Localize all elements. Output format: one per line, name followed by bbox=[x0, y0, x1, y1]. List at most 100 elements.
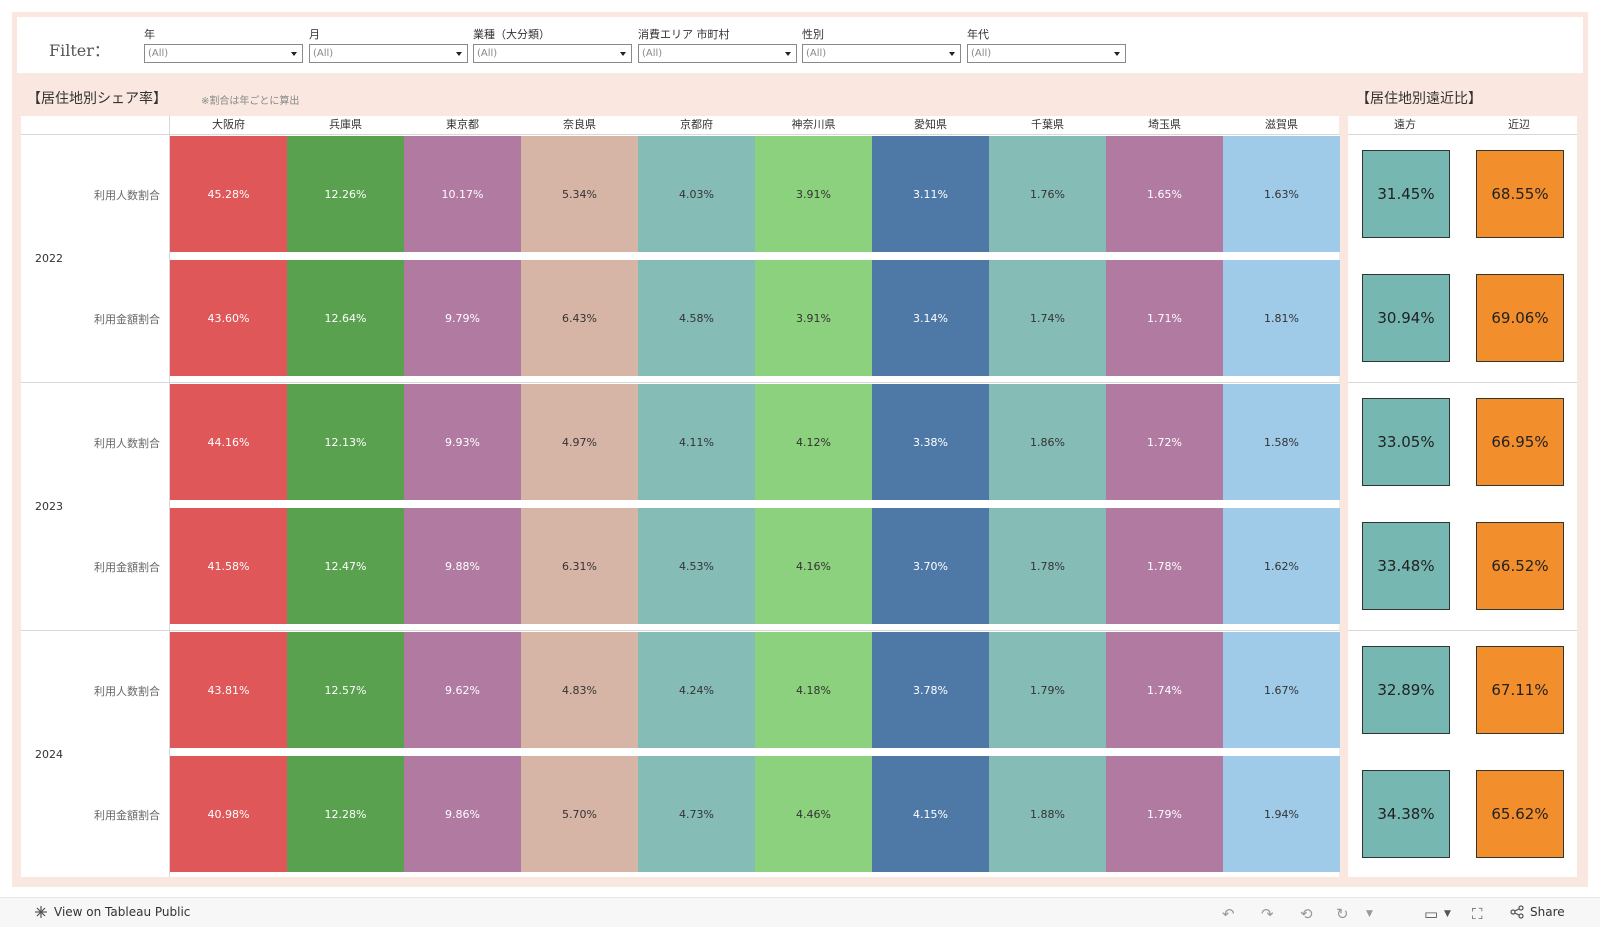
heatmap-cell[interactable]: 41.58% bbox=[170, 508, 287, 624]
undo-icon[interactable]: ↶ bbox=[1222, 905, 1235, 923]
heatmap-cell[interactable]: 9.88% bbox=[404, 508, 521, 624]
filter-month-value: (All) bbox=[313, 48, 334, 59]
view-on-tableau-public-link[interactable]: View on Tableau Public bbox=[34, 905, 190, 919]
proximity-cell[interactable]: 68.55% bbox=[1476, 150, 1564, 238]
revert-icon[interactable]: ⟲ bbox=[1300, 905, 1313, 923]
heatmap-cell[interactable]: 1.81% bbox=[1223, 260, 1340, 376]
heatmap-cell[interactable]: 3.78% bbox=[872, 632, 989, 748]
proximity-cell[interactable]: 66.52% bbox=[1476, 522, 1564, 610]
heatmap-cell[interactable]: 1.58% bbox=[1223, 384, 1340, 500]
filter-age-dropdown[interactable]: (All) bbox=[967, 44, 1126, 63]
heatmap-cell[interactable]: 44.16% bbox=[170, 384, 287, 500]
heatmap-cell[interactable]: 4.58% bbox=[638, 260, 755, 376]
heatmap-cell[interactable]: 1.94% bbox=[1223, 756, 1340, 872]
heatmap-cell[interactable]: 1.78% bbox=[1106, 508, 1223, 624]
heatmap-cell[interactable]: 4.73% bbox=[638, 756, 755, 872]
heatmap-cell[interactable]: 1.88% bbox=[989, 756, 1106, 872]
heatmap-cell[interactable]: 1.78% bbox=[989, 508, 1106, 624]
filter-industry-dropdown[interactable]: (All) bbox=[473, 44, 632, 63]
heatmap-cell[interactable]: 6.31% bbox=[521, 508, 638, 624]
heatmap-cell[interactable]: 1.74% bbox=[989, 260, 1106, 376]
heatmap-cell[interactable]: 43.60% bbox=[170, 260, 287, 376]
heatmap-cell[interactable]: 4.53% bbox=[638, 508, 755, 624]
heatmap-cell[interactable]: 12.64% bbox=[287, 260, 404, 376]
column-header: 京都府 bbox=[680, 118, 713, 131]
heatmap-cell[interactable]: 12.13% bbox=[287, 384, 404, 500]
heatmap-cell[interactable]: 43.81% bbox=[170, 632, 287, 748]
heatmap-cell[interactable]: 4.11% bbox=[638, 384, 755, 500]
proximity-cell[interactable]: 33.48% bbox=[1362, 522, 1450, 610]
proximity-cell[interactable]: 65.62% bbox=[1476, 770, 1564, 858]
filter-area-dropdown[interactable]: (All) bbox=[638, 44, 797, 63]
heatmap-cell[interactable]: 5.70% bbox=[521, 756, 638, 872]
heatmap-cell[interactable]: 4.83% bbox=[521, 632, 638, 748]
heatmap-cell[interactable]: 1.76% bbox=[989, 136, 1106, 252]
heatmap-cell[interactable]: 1.71% bbox=[1106, 260, 1223, 376]
filter-title: Filter： bbox=[49, 41, 110, 60]
heatmap-cell[interactable]: 9.86% bbox=[404, 756, 521, 872]
heatmap-cell[interactable]: 9.62% bbox=[404, 632, 521, 748]
filter-month-dropdown[interactable]: (All) bbox=[309, 44, 468, 63]
heatmap-cell[interactable]: 10.17% bbox=[404, 136, 521, 252]
proximity-cell[interactable]: 34.38% bbox=[1362, 770, 1450, 858]
heatmap-cell[interactable]: 3.14% bbox=[872, 260, 989, 376]
heatmap-cell[interactable]: 1.63% bbox=[1223, 136, 1340, 252]
refresh-icon[interactable]: ↻ bbox=[1336, 905, 1349, 923]
filter-year-dropdown[interactable]: (All) bbox=[144, 44, 303, 63]
filter-industry-value: (All) bbox=[477, 48, 498, 59]
header-divider bbox=[21, 134, 1339, 135]
chevron-down-icon[interactable]: ▼ bbox=[1366, 909, 1373, 919]
heatmap-cell[interactable]: 12.47% bbox=[287, 508, 404, 624]
heatmap-cell[interactable]: 5.34% bbox=[521, 136, 638, 252]
heatmap-cell[interactable]: 1.79% bbox=[1106, 756, 1223, 872]
fullscreen-icon[interactable]: ⛶ bbox=[1472, 905, 1483, 923]
heatmap-cell[interactable]: 9.79% bbox=[404, 260, 521, 376]
heatmap-cell[interactable]: 4.24% bbox=[638, 632, 755, 748]
heatmap-cell[interactable]: 9.93% bbox=[404, 384, 521, 500]
filter-month: 月 (All) bbox=[309, 28, 468, 63]
heatmap-cell[interactable]: 4.46% bbox=[755, 756, 872, 872]
filter-industry: 業種（大分類） (All) bbox=[473, 28, 632, 63]
filter-area: 消費エリア 市町村 (All) bbox=[638, 28, 797, 63]
heatmap-cell[interactable]: 6.43% bbox=[521, 260, 638, 376]
heatmap-cell[interactable]: 3.91% bbox=[755, 136, 872, 252]
share-heatmap: 大阪府 兵庫県 東京都 奈良県 京都府 神奈川県 愛知県 千葉県 埼玉県 滋賀県 2022 2023 2… bbox=[21, 116, 1340, 877]
heatmap-cell[interactable]: 1.67% bbox=[1223, 632, 1340, 748]
heatmap-cell[interactable]: 4.97% bbox=[521, 384, 638, 500]
heatmap-cell[interactable]: 4.18% bbox=[755, 632, 872, 748]
heatmap-cell[interactable]: 12.57% bbox=[287, 632, 404, 748]
heatmap-cell[interactable]: 4.15% bbox=[872, 756, 989, 872]
heatmap-cell[interactable]: 4.12% bbox=[755, 384, 872, 500]
heatmap-cell[interactable]: 40.98% bbox=[170, 756, 287, 872]
year-divider bbox=[21, 630, 1339, 631]
proximity-cell[interactable]: 31.45% bbox=[1362, 150, 1450, 238]
proximity-cell[interactable]: 69.06% bbox=[1476, 274, 1564, 362]
heatmap-cell[interactable]: 3.11% bbox=[872, 136, 989, 252]
proximity-cell[interactable]: 32.89% bbox=[1362, 646, 1450, 734]
tableau-toolbar: View on Tableau Public ↶ ↷ ⟲ ↻ ▼ ▭ ▼ ⛶ S… bbox=[0, 897, 1600, 927]
heatmap-cell[interactable]: 3.70% bbox=[872, 508, 989, 624]
heatmap-cell[interactable]: 1.72% bbox=[1106, 384, 1223, 500]
heatmap-cell[interactable]: 4.03% bbox=[638, 136, 755, 252]
heatmap-cell[interactable]: 3.38% bbox=[872, 384, 989, 500]
filter-gender-dropdown[interactable]: (All) bbox=[802, 44, 961, 63]
heatmap-cell[interactable]: 1.62% bbox=[1223, 508, 1340, 624]
heatmap-cell[interactable]: 4.16% bbox=[755, 508, 872, 624]
proximity-cell[interactable]: 67.11% bbox=[1476, 646, 1564, 734]
proximity-cell[interactable]: 30.94% bbox=[1362, 274, 1450, 362]
heatmap-cell[interactable]: 12.26% bbox=[287, 136, 404, 252]
heatmap-cell[interactable]: 1.86% bbox=[989, 384, 1106, 500]
filter-year: 年 (All) bbox=[144, 28, 303, 63]
heatmap-cell[interactable]: 1.79% bbox=[989, 632, 1106, 748]
heatmap-cell[interactable]: 1.65% bbox=[1106, 136, 1223, 252]
heatmap-cell[interactable]: 3.91% bbox=[755, 260, 872, 376]
presentation-icon[interactable]: ▭ bbox=[1424, 905, 1439, 923]
proximity-cell[interactable]: 33.05% bbox=[1362, 398, 1450, 486]
heatmap-cell[interactable]: 1.74% bbox=[1106, 632, 1223, 748]
heatmap-cell[interactable]: 12.28% bbox=[287, 756, 404, 872]
proximity-cell[interactable]: 66.95% bbox=[1476, 398, 1564, 486]
redo-icon[interactable]: ↷ bbox=[1261, 905, 1274, 923]
share-button[interactable]: Share bbox=[1510, 905, 1565, 919]
chevron-down-icon[interactable]: ▼ bbox=[1444, 909, 1451, 919]
heatmap-cell[interactable]: 45.28% bbox=[170, 136, 287, 252]
